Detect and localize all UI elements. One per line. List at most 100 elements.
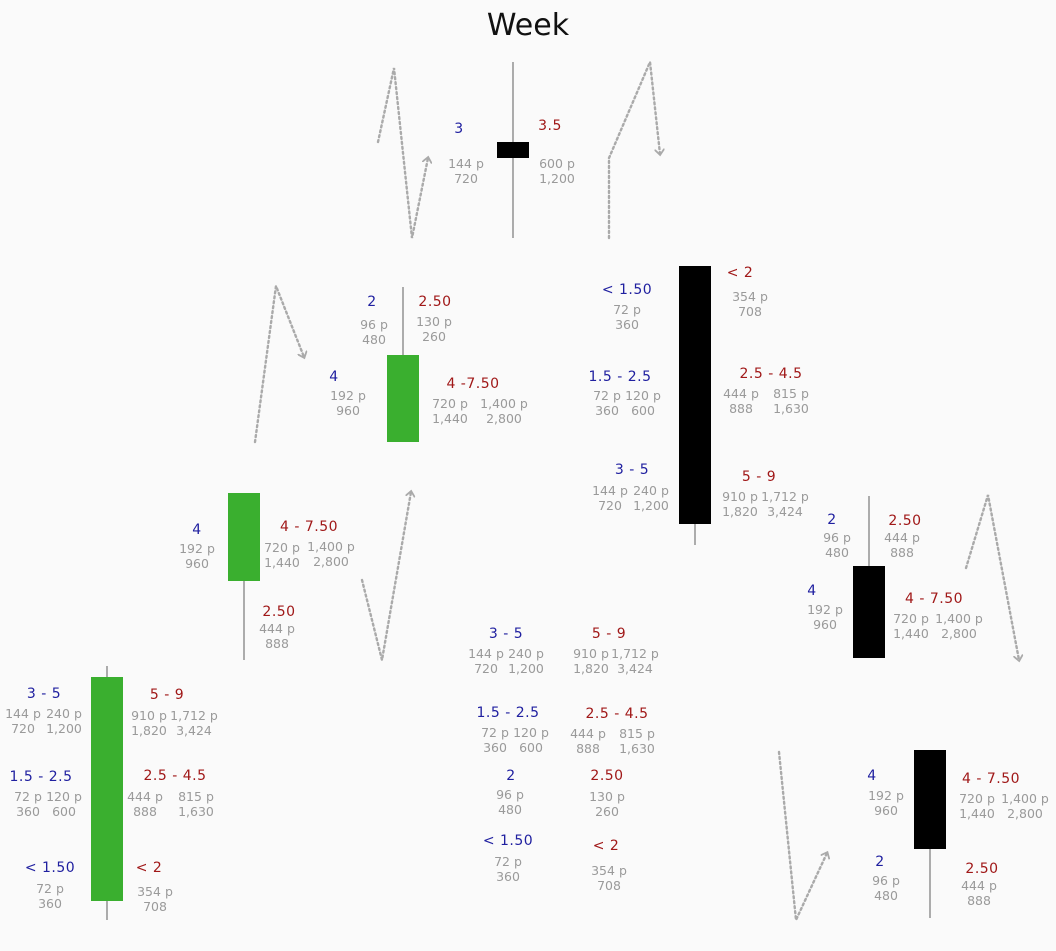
quantity-label: 96 p	[496, 787, 524, 802]
dotted-zigzag-arrow	[360, 492, 411, 661]
quantity-label: 600	[519, 740, 543, 755]
quantity-label: 2,800	[313, 554, 349, 569]
range-label-red: 2.5 - 4.5	[585, 706, 649, 722]
quantity-label: 120 p	[513, 725, 549, 740]
range-label-blue: 2	[506, 768, 516, 784]
quantity-label: 72 p	[613, 302, 641, 317]
quantity-label: 720	[454, 171, 478, 186]
range-label-red: 2.5 - 4.5	[143, 768, 207, 784]
range-label-blue: < 1.50	[482, 833, 534, 849]
quantity-label: 888	[729, 401, 753, 416]
quantity-label: 192 p	[179, 541, 215, 556]
quantity-label: 720	[598, 498, 622, 513]
quantity-label: 1,712 p	[761, 489, 809, 504]
range-label-blue: 4	[807, 583, 817, 599]
dotted-zigzag-arrow	[253, 281, 304, 444]
quantity-label: 144 p	[468, 646, 504, 661]
quantity-label: 144 p	[5, 706, 41, 721]
quantity-label: 96 p	[360, 317, 388, 332]
quantity-label: 3,424	[176, 723, 212, 738]
quantity-label: 1,200	[508, 661, 544, 676]
range-label-red: 4 - 7.50	[961, 771, 1021, 787]
quantity-label: 720	[11, 721, 35, 736]
range-label-blue: < 1.50	[601, 282, 653, 298]
quantity-label: 1,820	[131, 723, 167, 738]
range-label-red: 2.50	[888, 513, 922, 529]
range-label-red: 5 - 9	[591, 626, 627, 642]
quantity-label: 240 p	[508, 646, 544, 661]
quantity-label: 815 p	[619, 726, 655, 741]
quantity-label: 1,200	[46, 721, 82, 736]
dotted-zigzag-arrow	[376, 67, 428, 239]
quantity-label: 240 p	[46, 706, 82, 721]
quantity-label: 1,440	[893, 626, 929, 641]
quantity-label: 1,712 p	[611, 646, 659, 661]
candle-body-black	[679, 266, 711, 524]
range-label-blue: 3 - 5	[26, 686, 62, 702]
quantity-label: 360	[615, 317, 639, 332]
range-label-red: 2.50	[262, 604, 296, 620]
quantity-label: 2,800	[1007, 806, 1043, 821]
quantity-label: 354 p	[591, 863, 627, 878]
range-label-red: 5 - 9	[741, 469, 777, 485]
quantity-label: 130 p	[416, 314, 452, 329]
quantity-label: 815 p	[178, 789, 214, 804]
quantity-label: 720	[474, 661, 498, 676]
range-label-red: 4 -7.50	[446, 376, 500, 392]
range-label-blue: 4	[192, 522, 202, 538]
quantity-label: 888	[133, 804, 157, 819]
quantity-label: 354 p	[732, 289, 768, 304]
range-label-red: 2.50	[590, 768, 624, 784]
quantity-label: 708	[597, 878, 621, 893]
quantity-label: 910 p	[722, 489, 758, 504]
candle-body-black	[853, 566, 885, 658]
quantity-label: 360	[483, 740, 507, 755]
quantity-label: 144 p	[448, 156, 484, 171]
candle-body-black	[914, 750, 946, 849]
range-label-blue: 3 - 5	[614, 462, 650, 478]
quantity-label: 1,630	[619, 741, 655, 756]
quantity-label: 444 p	[259, 621, 295, 636]
quantity-label: 444 p	[884, 530, 920, 545]
range-label-blue: 3 - 5	[488, 626, 524, 642]
quantity-label: 1,712 p	[170, 708, 218, 723]
quantity-label: 600	[631, 403, 655, 418]
range-label-blue: 1.5 - 2.5	[9, 769, 73, 785]
quantity-label: 910 p	[131, 708, 167, 723]
quantity-label: 1,820	[722, 504, 758, 519]
quantity-label: 888	[890, 545, 914, 560]
quantity-label: 1,400 p	[935, 611, 983, 626]
quantity-label: 1,400 p	[480, 396, 528, 411]
dotted-zigzag-arrow	[777, 750, 827, 925]
quantity-label: 192 p	[330, 388, 366, 403]
quantity-label: 960	[185, 556, 209, 571]
quantity-label: 3,424	[767, 504, 803, 519]
quantity-label: 480	[498, 802, 522, 817]
range-label-blue: 2	[367, 294, 377, 310]
quantity-label: 72 p	[593, 388, 621, 403]
quantity-label: 120 p	[46, 789, 82, 804]
quantity-label: 444 p	[570, 726, 606, 741]
candle-body-green	[387, 355, 419, 442]
candle-body-green	[91, 677, 123, 901]
range-label-blue: 1.5 - 2.5	[588, 369, 652, 385]
quantity-label: 72 p	[36, 881, 64, 896]
quantity-label: 708	[738, 304, 762, 319]
range-label-blue: 2	[827, 512, 837, 528]
range-label-red: 2.50	[418, 294, 452, 310]
quantity-label: 192 p	[807, 602, 843, 617]
quantity-label: 96 p	[872, 873, 900, 888]
quantity-label: 1,630	[773, 401, 809, 416]
quantity-label: 2,800	[941, 626, 977, 641]
quantity-label: 360	[496, 869, 520, 884]
quantity-label: 360	[16, 804, 40, 819]
quantity-label: 2,800	[486, 411, 522, 426]
quantity-label: 240 p	[633, 483, 669, 498]
quantity-label: 1,440	[264, 555, 300, 570]
quantity-label: 708	[143, 899, 167, 914]
candle-body-green	[228, 493, 260, 581]
range-label-red: 4 - 7.50	[904, 591, 964, 607]
range-label-red: 2.50	[965, 861, 999, 877]
